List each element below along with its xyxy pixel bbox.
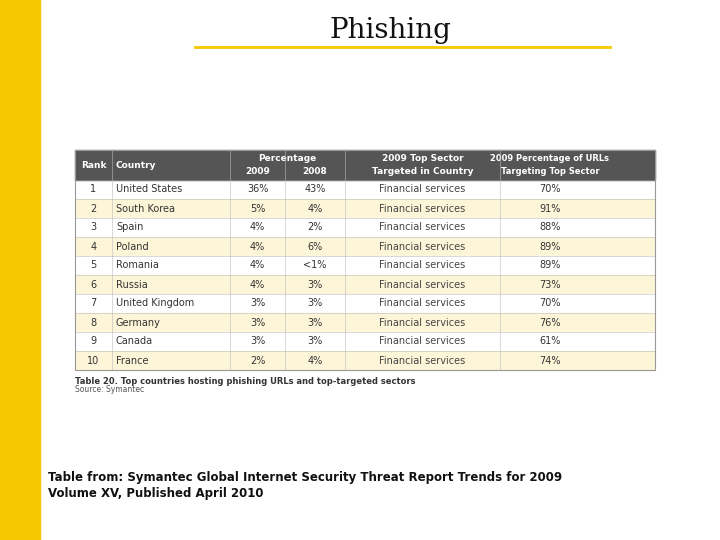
- Text: 5%: 5%: [250, 204, 265, 213]
- Text: Romania: Romania: [116, 260, 159, 271]
- Text: 7: 7: [91, 299, 96, 308]
- Text: 43%: 43%: [305, 185, 325, 194]
- Text: 2009: 2009: [245, 167, 270, 176]
- Text: Poland: Poland: [116, 241, 148, 252]
- Text: Source: Symantec: Source: Symantec: [75, 386, 144, 395]
- Text: 9: 9: [91, 336, 96, 347]
- Bar: [75, 150, 655, 370]
- Text: Volume XV, Published April 2010: Volume XV, Published April 2010: [48, 487, 264, 500]
- Bar: [75, 275, 655, 294]
- Text: Germany: Germany: [116, 318, 161, 327]
- Text: 2009 Top Sector: 2009 Top Sector: [382, 154, 463, 163]
- Text: Financial services: Financial services: [379, 260, 466, 271]
- Bar: [75, 218, 655, 237]
- Text: Financial services: Financial services: [379, 204, 466, 213]
- Text: Financial services: Financial services: [379, 241, 466, 252]
- Text: 6%: 6%: [307, 241, 323, 252]
- Bar: [75, 199, 655, 218]
- Text: Targeted in Country: Targeted in Country: [372, 167, 473, 176]
- Bar: [75, 256, 655, 275]
- Text: 73%: 73%: [539, 280, 561, 289]
- Text: 10: 10: [87, 355, 99, 366]
- Text: 3%: 3%: [307, 318, 323, 327]
- Text: 3%: 3%: [250, 336, 265, 347]
- Text: 2008: 2008: [302, 167, 328, 176]
- Bar: [75, 294, 655, 313]
- Text: 88%: 88%: [539, 222, 561, 233]
- Text: United States: United States: [116, 185, 182, 194]
- Text: Financial services: Financial services: [379, 336, 466, 347]
- Text: 3%: 3%: [307, 299, 323, 308]
- Text: 3%: 3%: [307, 336, 323, 347]
- Text: 3: 3: [91, 222, 96, 233]
- Text: 3%: 3%: [250, 299, 265, 308]
- Text: Financial services: Financial services: [379, 280, 466, 289]
- Text: 91%: 91%: [539, 204, 561, 213]
- Text: United Kingdom: United Kingdom: [116, 299, 194, 308]
- Text: 89%: 89%: [539, 260, 561, 271]
- Text: 74%: 74%: [539, 355, 561, 366]
- Text: 4%: 4%: [307, 204, 323, 213]
- Text: France: France: [116, 355, 148, 366]
- Text: Financial services: Financial services: [379, 222, 466, 233]
- Text: 61%: 61%: [539, 336, 561, 347]
- Text: Financial services: Financial services: [379, 185, 466, 194]
- Bar: [75, 313, 655, 332]
- Text: 2%: 2%: [307, 222, 323, 233]
- Text: Financial services: Financial services: [379, 299, 466, 308]
- Text: Phishing: Phishing: [329, 17, 451, 44]
- Bar: [75, 351, 655, 370]
- Text: <1%: <1%: [303, 260, 327, 271]
- Text: 89%: 89%: [539, 241, 561, 252]
- Text: 4%: 4%: [250, 222, 265, 233]
- Text: 36%: 36%: [247, 185, 268, 194]
- Text: 2009 Percentage of URLs: 2009 Percentage of URLs: [490, 154, 610, 163]
- Bar: [0, 0, 40, 540]
- Text: Percentage: Percentage: [258, 154, 317, 163]
- Text: Table 20. Top countries hosting phishing URLs and top-targeted sectors: Table 20. Top countries hosting phishing…: [75, 376, 415, 386]
- Text: 70%: 70%: [539, 185, 561, 194]
- Text: 5: 5: [91, 260, 96, 271]
- Text: Spain: Spain: [116, 222, 143, 233]
- Text: Table from: Symantec Global Internet Security Threat Report Trends for 2009: Table from: Symantec Global Internet Sec…: [48, 471, 562, 484]
- Text: 3%: 3%: [307, 280, 323, 289]
- Text: 76%: 76%: [539, 318, 561, 327]
- Bar: [75, 180, 655, 199]
- Text: 4%: 4%: [250, 280, 265, 289]
- Text: Financial services: Financial services: [379, 318, 466, 327]
- Bar: [75, 332, 655, 351]
- Text: Country: Country: [116, 160, 156, 170]
- Text: 4%: 4%: [250, 241, 265, 252]
- Text: Canada: Canada: [116, 336, 153, 347]
- Text: 1: 1: [91, 185, 96, 194]
- Text: 70%: 70%: [539, 299, 561, 308]
- Text: 2: 2: [91, 204, 96, 213]
- Text: 2%: 2%: [250, 355, 265, 366]
- Text: Financial services: Financial services: [379, 355, 466, 366]
- Text: 3%: 3%: [250, 318, 265, 327]
- Bar: [75, 150, 655, 180]
- Text: 4%: 4%: [250, 260, 265, 271]
- Text: 4%: 4%: [307, 355, 323, 366]
- Text: 6: 6: [91, 280, 96, 289]
- Text: Russia: Russia: [116, 280, 148, 289]
- Text: South Korea: South Korea: [116, 204, 175, 213]
- Text: 8: 8: [91, 318, 96, 327]
- Text: 4: 4: [91, 241, 96, 252]
- Text: Rank: Rank: [81, 160, 107, 170]
- Text: Targeting Top Sector: Targeting Top Sector: [500, 167, 599, 176]
- Bar: [75, 237, 655, 256]
